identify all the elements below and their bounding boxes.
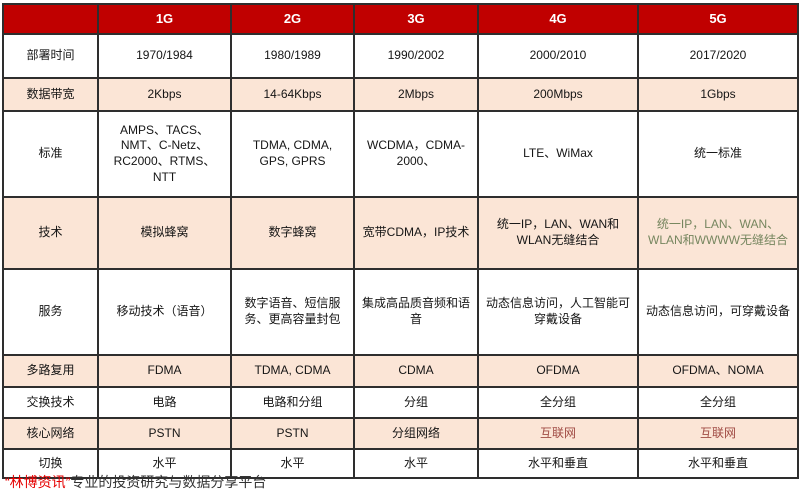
table-cell: 2000/2010 [477,33,639,79]
table-cell: 水平和垂直 [477,448,639,479]
table-cell: 1980/1989 [230,33,355,79]
table-cell: AMPS、TACS、NMT、C-Netz、RC2000、RTMS、NTT [97,110,232,198]
table-row: 交换技术 电路 电路和分组 分组 全分组 全分组 [2,386,799,419]
table-cell: 统一标准 [637,110,799,198]
table-cell: 动态信息访问，可穿戴设备 [637,268,799,356]
row-label: 技术 [2,196,99,270]
table-cell: 分组网络 [353,417,479,450]
table-cell: WCDMA，CDMA-2000、 [353,110,479,198]
table-cell: 数字蜂窝 [230,196,355,270]
table-cell: 电路和分组 [230,386,355,419]
table-row: 部署时间 1970/1984 1980/1989 1990/2002 2000/2010… [2,33,799,79]
table-row: 切换 水平 水平 水平 水平和垂直 水平和垂直 [2,448,799,479]
table-cell: TDMA, CDMA [230,354,355,388]
table-cell: 200Mbps [477,77,639,112]
table-cell: 移动技术（语音） [97,268,232,356]
table-cell: 2Mbps [353,77,479,112]
table-cell: 全分组 [477,386,639,419]
row-label: 切换 [2,448,99,479]
table-cell: 全分组 [637,386,799,419]
table-row: 服务 移动技术（语音） 数字语音、短信服务、更高容量封包 集成高品质音频和语音 动态信息… [2,268,799,356]
table-cell: OFDMA、NOMA [637,354,799,388]
table-cell: 宽带CDMA，IP技术 [353,196,479,270]
table-cell: 模拟蜂窝 [97,196,232,270]
row-label: 服务 [2,268,99,356]
watermark-footer: “林博资讯”专业的投资研究与数据分享平台 [5,475,266,489]
column-header-3g: 3G [353,3,479,35]
table-cell: PSTN [97,417,232,450]
table-cell: 统一IP，LAN、WAN和WLAN无缝结合 [477,196,639,270]
table-cell: 集成高品质音频和语音 [353,268,479,356]
corner-cell [2,3,99,35]
watermark-tagline: 专业的投资研究与数据分享平台 [70,474,267,490]
table-cell: 2Kbps [97,77,232,112]
table-cell: CDMA [353,354,479,388]
table-cell: 电路 [97,386,232,419]
table-cell: FDMA [97,354,232,388]
table-cell: 数字语音、短信服务、更高容量封包 [230,268,355,356]
row-label: 核心网络 [2,417,99,450]
row-label: 部署时间 [2,33,99,79]
column-header-2g: 2G [230,3,355,35]
column-header-5g: 5G [637,3,799,35]
table-row: 核心网络 PSTN PSTN 分组网络 互联网 互联网 [2,417,799,450]
table-cell: 分组 [353,386,479,419]
table-cell: 2017/2020 [637,33,799,79]
watermark-brand: “林博资讯” [5,474,71,490]
table-row: 技术 模拟蜂窝 数字蜂窝 宽带CDMA，IP技术 统一IP，LAN、WAN和WLAN无缝… [2,196,799,270]
table-row: 多路复用 FDMA TDMA, CDMA CDMA OFDMA OFDMA、NOMA [2,354,799,388]
table-cell: TDMA, CDMA, GPS, GPRS [230,110,355,198]
header-row: 1G 2G 3G 4G 5G [2,3,799,35]
table-cell: 互联网 [477,417,639,450]
column-header-4g: 4G [477,3,639,35]
table-cell: LTE、WiMax [477,110,639,198]
column-header-1g: 1G [97,3,232,35]
table-cell: 水平 [97,448,232,479]
table-cell: 1990/2002 [353,33,479,79]
table-cell: OFDMA [477,354,639,388]
table-cell: PSTN [230,417,355,450]
table-cell: 互联网 [637,417,799,450]
table-cell: 统一IP，LAN、WAN、WLAN和WWWW无缝结合 [637,196,799,270]
table-cell: 水平 [230,448,355,479]
row-label: 交换技术 [2,386,99,419]
row-label: 数据带宽 [2,77,99,112]
row-label: 多路复用 [2,354,99,388]
row-label: 标准 [2,110,99,198]
table-cell: 14-64Kbps [230,77,355,112]
table-cell: 1Gbps [637,77,799,112]
table-cell: 动态信息访问，人工智能可穿戴设备 [477,268,639,356]
table-cell: 水平 [353,448,479,479]
table-cell: 水平和垂直 [637,448,799,479]
table-row: 标准 AMPS、TACS、NMT、C-Netz、RC2000、RTMS、NTT TD… [2,110,799,198]
table-row: 数据带宽 2Kbps 14-64Kbps 2Mbps 200Mbps 1Gbps [2,77,799,112]
generation-comparison-table: 1G 2G 3G 4G 5G 部署时间 1970/1984 1980/1989 1990/20… [2,3,799,479]
table-cell: 1970/1984 [97,33,232,79]
